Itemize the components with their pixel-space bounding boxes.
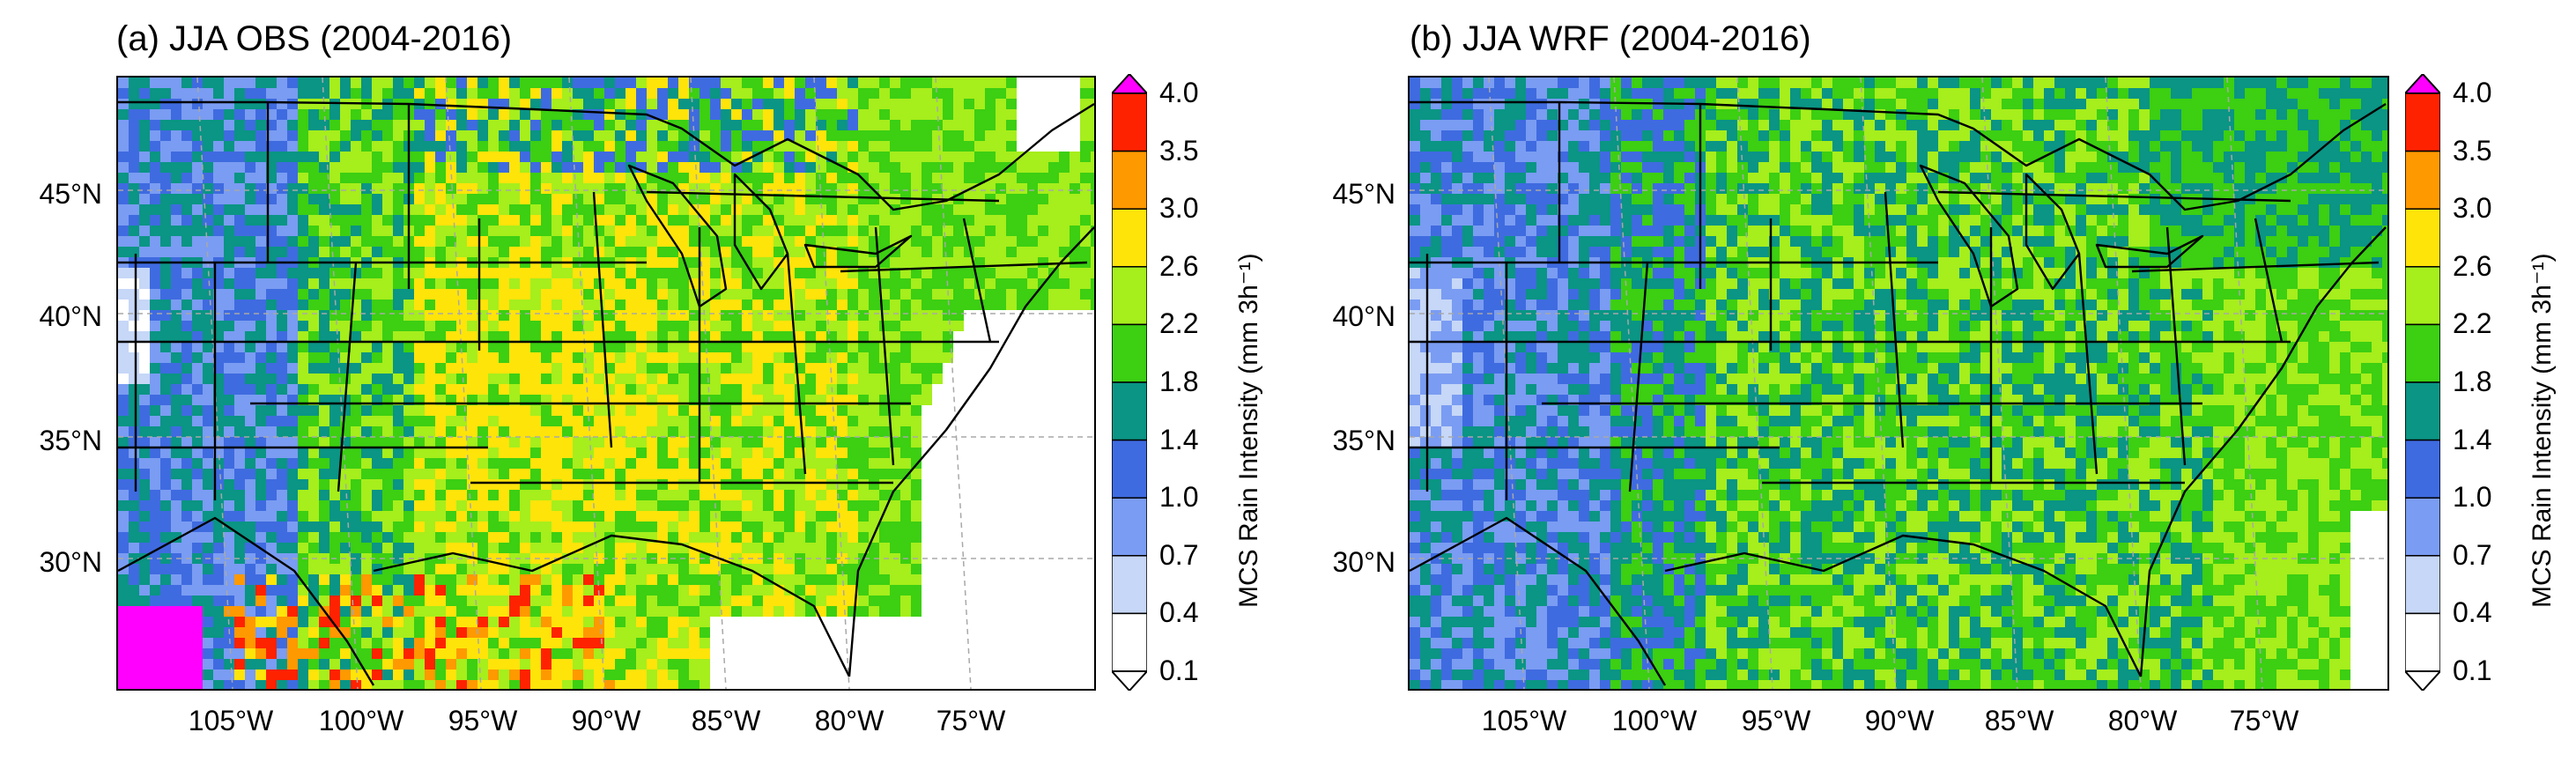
panel-b-lon-tick: 80°W xyxy=(2107,705,2178,736)
panel-a-lat-tick: 35°N xyxy=(39,425,103,456)
panel-a-colorbar-tick-label: 0.7 xyxy=(1159,538,1199,571)
panel-b-colorbar-bottom-cap xyxy=(2405,670,2440,691)
panel-b-lon-tick: 95°W xyxy=(1741,705,1811,736)
panel-b-lon-tick: 90°W xyxy=(1864,705,1935,736)
panel-a-colorbar-tick-label: 3.5 xyxy=(1159,134,1199,166)
panel-b-colorbar-tick-label: 0.7 xyxy=(2453,538,2492,571)
panel-a-colorbar-tick-label: 3.0 xyxy=(1159,192,1199,225)
panel-b-colorbar-band xyxy=(2405,323,2440,383)
panel-b-colorbar-tick-label: 2.2 xyxy=(2453,307,2492,340)
panel-b-colorbar-tick-label: 1.0 xyxy=(2453,481,2492,514)
panel-a-colorbar-band xyxy=(1112,92,1147,152)
panel-b-lat-tick: 30°N xyxy=(1332,546,1396,578)
panel-b-colorbar xyxy=(2405,74,2440,691)
panel-a-colorbar-band xyxy=(1112,208,1147,268)
panel-a-colorbar-band xyxy=(1112,612,1147,672)
panel-b-colorbar-label: MCS Rain Intensity (mm 3h⁻¹) xyxy=(2528,253,2557,608)
panel-b-colorbar-tick-label: 1.8 xyxy=(2453,366,2492,397)
panel-a-map-canvas xyxy=(118,78,1094,689)
panel-b-colorbar-tick-label: 2.6 xyxy=(2453,249,2492,282)
panel-a-state-borders xyxy=(118,100,1094,686)
panel-a-colorbar-top-cap xyxy=(1112,74,1147,94)
panel-b-map xyxy=(1408,76,2389,691)
panel-b-colorbar-tick-label: 0.1 xyxy=(2453,655,2492,686)
panel-b-lon-tick: 75°W xyxy=(2229,705,2299,736)
panel-a-colorbar-band xyxy=(1112,150,1147,210)
panel-a-lon-tick: 75°W xyxy=(936,705,1006,736)
panel-a-lon-tick: 90°W xyxy=(571,705,641,736)
panel-a-colorbar-bottom-cap xyxy=(1112,670,1147,691)
panel-a-title: (a) JJA OBS (2004-2016) xyxy=(116,19,513,58)
panel-b-map-canvas xyxy=(1410,78,2387,689)
panel-b-state-borders xyxy=(1410,100,2387,686)
panel-b-colorbar-band xyxy=(2405,439,2440,499)
panel-a-lon-tick: 80°W xyxy=(814,705,885,736)
panel-a-colorbar-band xyxy=(1112,439,1147,499)
panel-a-colorbar-tick-label: 2.6 xyxy=(1159,249,1199,282)
panel-a-colorbar-band xyxy=(1112,381,1147,441)
panel-a-colorbar-tick-label: 0.1 xyxy=(1159,655,1199,686)
panel-a-colorbar-band xyxy=(1112,497,1147,557)
panel-b-colorbar-band xyxy=(2405,555,2440,615)
panel-a-colorbar-tick-label: 1.0 xyxy=(1159,481,1199,514)
panel-a-lat-tick: 30°N xyxy=(39,546,103,578)
panel-b-lon-tick: 105°W xyxy=(1481,705,1567,736)
panel-b-colorbar-band xyxy=(2405,266,2440,326)
panel-b-colorbar-tick-label: 1.4 xyxy=(2453,423,2492,455)
panel-a-colorbar-tick-label: 0.4 xyxy=(1159,596,1199,629)
panel-b-colorbar-band xyxy=(2405,612,2440,672)
panel-b-lon-tick: 100°W xyxy=(1611,705,1698,736)
panel-a-rain-field xyxy=(118,78,1094,689)
panel-a-colorbar-tick-label: 4.0 xyxy=(1159,77,1199,108)
panel-b-colorbar-band xyxy=(2405,150,2440,210)
panel-a-colorbar-band xyxy=(1112,555,1147,615)
panel-b-colorbar-tick-label: 4.0 xyxy=(2453,77,2492,108)
panel-a-lon-tick: 95°W xyxy=(448,705,518,736)
panel-a-colorbar-tick-label: 1.8 xyxy=(1159,366,1199,397)
panel-b-colorbar-tick-label: 0.4 xyxy=(2453,596,2492,629)
panel-b-lat-tick: 40°N xyxy=(1332,300,1396,332)
panel-a-colorbar xyxy=(1112,74,1147,691)
panel-a-colorbar-band xyxy=(1112,266,1147,326)
panel-a-colorbar-tick-label: 2.2 xyxy=(1159,307,1199,340)
panel-b-graticule xyxy=(1410,78,2387,689)
panel-a-lon-tick: 105°W xyxy=(188,705,274,736)
panel-a-colorbar-label: MCS Rain Intensity (mm 3h⁻¹) xyxy=(1234,253,1263,608)
panel-a-colorbar-tick-label: 1.4 xyxy=(1159,423,1199,455)
panel-b-lon-tick: 85°W xyxy=(1984,705,2054,736)
panel-b-lat-tick: 45°N xyxy=(1332,178,1396,210)
panel-b-colorbar-band xyxy=(2405,381,2440,441)
panel-b-colorbar-band xyxy=(2405,208,2440,268)
panel-a-lat-tick: 40°N xyxy=(39,300,103,332)
panel-b-colorbar-tick-label: 3.0 xyxy=(2453,192,2492,225)
panel-a-map xyxy=(116,76,1096,691)
panel-b-lat-tick: 35°N xyxy=(1332,425,1396,456)
panel-b-title: (b) JJA WRF (2004-2016) xyxy=(1410,19,1811,58)
panel-b-colorbar-top-cap xyxy=(2405,74,2440,94)
panel-a-lon-tick: 100°W xyxy=(318,705,404,736)
panel-b-colorbar-band xyxy=(2405,92,2440,152)
panel-a-lat-tick: 45°N xyxy=(39,178,103,210)
panel-a-graticule xyxy=(118,78,1094,689)
panel-a-lon-tick: 85°W xyxy=(691,705,761,736)
panel-a-colorbar-band xyxy=(1112,323,1147,383)
panel-b-colorbar-tick-label: 3.5 xyxy=(2453,134,2492,166)
panel-b-colorbar-band xyxy=(2405,497,2440,557)
